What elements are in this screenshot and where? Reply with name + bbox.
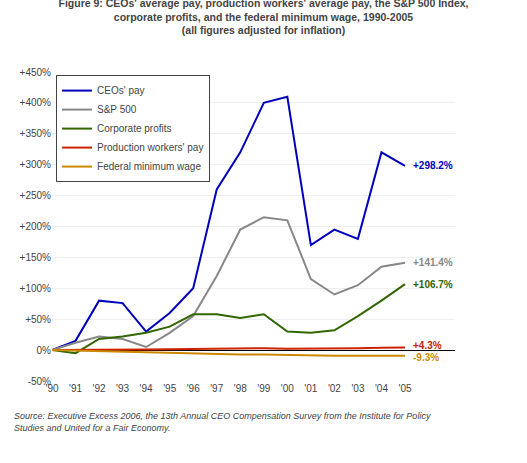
svg-text:+100%: +100% xyxy=(20,283,52,294)
svg-text:Production workers' pay: Production workers' pay xyxy=(97,142,203,153)
svg-text:+141.4%: +141.4% xyxy=(413,257,453,268)
svg-text:+450%: +450% xyxy=(20,67,52,78)
svg-text:+150%: +150% xyxy=(20,252,52,263)
svg-text:'03: '03 xyxy=(351,383,364,394)
svg-text:'91: '91 xyxy=(69,383,82,394)
svg-text:'92: '92 xyxy=(93,383,106,394)
svg-text:Corporate profits: Corporate profits xyxy=(97,123,171,134)
svg-text:+4.3%: +4.3% xyxy=(413,340,442,351)
svg-text:+350%: +350% xyxy=(20,128,52,139)
svg-text:CEOs' pay: CEOs' pay xyxy=(97,85,144,96)
svg-text:+250%: +250% xyxy=(20,190,52,201)
svg-text:Source: Executive Excess 2006,: Source: Executive Excess 2006, the 13th … xyxy=(14,411,431,433)
svg-text:'02: '02 xyxy=(328,383,341,394)
svg-text:'90: '90 xyxy=(45,383,58,394)
svg-text:+300%: +300% xyxy=(20,159,52,170)
svg-text:'96: '96 xyxy=(187,383,200,394)
svg-text:+298.2%: +298.2% xyxy=(413,160,453,171)
svg-text:+200%: +200% xyxy=(20,221,52,232)
svg-text:'04: '04 xyxy=(375,383,388,394)
svg-text:0%: 0% xyxy=(37,345,52,356)
svg-text:'01: '01 xyxy=(304,383,317,394)
svg-text:'98: '98 xyxy=(234,383,247,394)
svg-text:'05: '05 xyxy=(398,383,411,394)
svg-text:Federal minimum wage: Federal minimum wage xyxy=(97,161,201,172)
svg-text:'95: '95 xyxy=(163,383,176,394)
svg-text:'94: '94 xyxy=(140,383,153,394)
svg-text:+400%: +400% xyxy=(20,97,52,108)
svg-text:'99: '99 xyxy=(257,383,270,394)
svg-text:'00: '00 xyxy=(281,383,294,394)
svg-text:-9.3%: -9.3% xyxy=(413,352,439,363)
svg-text:S&P 500: S&P 500 xyxy=(97,104,137,115)
svg-text:+106.7%: +106.7% xyxy=(413,279,453,290)
svg-text:Figure 9: CEOs' average pay, p: Figure 9: CEOs' average pay, production … xyxy=(59,0,469,36)
svg-text:+50%: +50% xyxy=(25,314,51,325)
svg-text:-50%: -50% xyxy=(28,376,51,387)
svg-text:'97: '97 xyxy=(210,383,223,394)
svg-text:'93: '93 xyxy=(116,383,129,394)
